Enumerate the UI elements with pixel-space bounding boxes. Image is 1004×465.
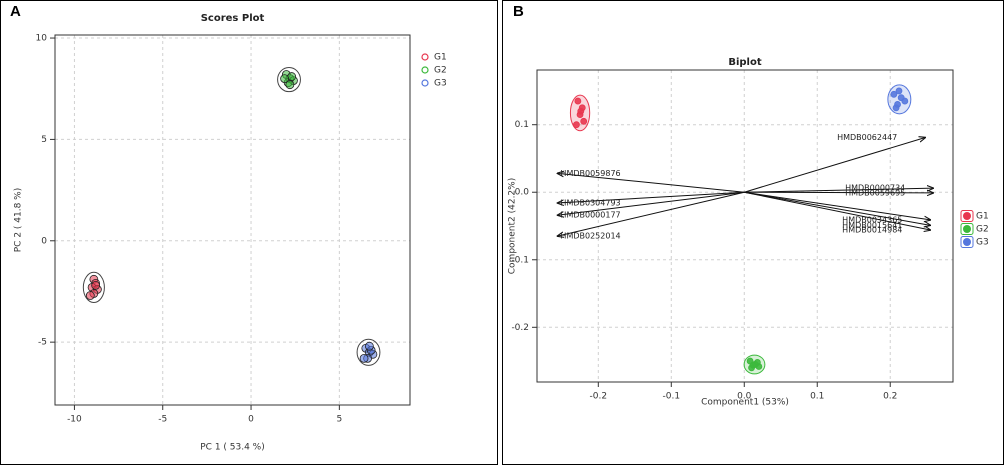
x-tick-label: 0.1 — [810, 392, 824, 402]
loading-label: HMDB0015641 — [842, 221, 902, 230]
legend-label: G1 — [434, 53, 447, 63]
legend-marker — [963, 238, 971, 246]
loading-label: HMDB0000734 — [845, 184, 905, 193]
data-point — [91, 280, 101, 290]
loading-arrow — [744, 191, 930, 220]
plot-frame — [536, 69, 954, 383]
panel-label: A — [10, 3, 21, 20]
loading-label: HMDB0014984 — [842, 226, 902, 235]
data-point — [749, 361, 757, 369]
y-axis-label: PC 2 ( 41.8 %) — [14, 188, 24, 253]
data-point — [577, 107, 585, 115]
legend-marker — [963, 212, 971, 220]
panel-label: B — [513, 3, 524, 20]
group-ellipse — [82, 271, 105, 304]
loading-arrow — [744, 191, 930, 225]
data-point — [359, 353, 369, 363]
loading-arrow — [744, 188, 933, 193]
y-tick-label: -0.2 — [511, 323, 529, 333]
x-axis-label: PC 1 ( 53.4 %) — [200, 443, 265, 453]
x-tick-label: 5 — [336, 415, 342, 425]
loading-label: HMDB0059876 — [560, 169, 620, 178]
y-tick-label: 0.1 — [515, 120, 529, 130]
legend-marker — [963, 225, 971, 233]
legend-label: G2 — [976, 225, 989, 235]
data-point — [890, 90, 898, 98]
loading-arrow — [744, 192, 933, 193]
loading-arrow — [557, 191, 745, 203]
y-tick-label: 10 — [36, 34, 48, 44]
x-axis-label: Component1 (53%) — [701, 398, 789, 408]
loading-label: HMDB0062447 — [837, 133, 897, 142]
data-point — [573, 121, 580, 129]
loading-label: HMDB0034365 — [842, 215, 902, 224]
legend-label: G3 — [976, 238, 989, 248]
loading-arrow — [744, 138, 925, 193]
legend-marker — [421, 79, 429, 87]
x-tick-label: 0 — [248, 415, 254, 425]
legend-label: G3 — [434, 79, 447, 89]
data-point — [580, 117, 588, 125]
data-point — [574, 97, 582, 105]
loading-label: HMDB0252014 — [560, 232, 620, 241]
loading-arrow — [557, 191, 745, 215]
legend-label: G2 — [434, 66, 447, 76]
y-tick-label: 0.0 — [515, 188, 530, 198]
x-tick-label: -0.1 — [663, 392, 681, 402]
x-tick-label: 0.0 — [737, 392, 752, 402]
data-point — [892, 104, 900, 112]
data-point — [895, 87, 903, 95]
loading-label: HMDB0059695 — [845, 188, 905, 197]
y-tick-label: 0 — [41, 236, 47, 246]
y-tick-label: -0.1 — [511, 255, 529, 265]
group-ellipse — [277, 67, 301, 93]
legend-label: G1 — [976, 212, 989, 222]
group-ellipse — [356, 338, 381, 366]
loading-arrow — [744, 191, 930, 230]
data-point — [285, 80, 295, 90]
panel-border — [0, 0, 498, 465]
y-tick-label: 5 — [41, 135, 47, 145]
x-tick-label: -5 — [158, 415, 167, 425]
loading-label: HMDB0000177 — [560, 211, 620, 220]
loading-arrow — [557, 191, 745, 236]
loading-label: HMDB0304793 — [560, 199, 620, 208]
chart-title: Biplot — [728, 57, 762, 68]
loading-arrow — [557, 173, 745, 193]
data-point — [364, 341, 374, 351]
x-tick-label: -10 — [67, 415, 82, 425]
x-tick-label: 0.2 — [883, 392, 897, 402]
y-tick-label: -5 — [38, 338, 47, 348]
legend-marker — [421, 53, 429, 61]
plot-frame — [54, 34, 411, 406]
chart-title: Scores Plot — [201, 13, 265, 24]
x-tick-label: -0.2 — [590, 392, 608, 402]
y-axis-label: Component2 (42.2%) — [508, 178, 518, 274]
data-point — [280, 74, 290, 83]
data-point — [901, 97, 909, 105]
legend-marker — [421, 66, 429, 74]
data-point — [85, 291, 95, 300]
